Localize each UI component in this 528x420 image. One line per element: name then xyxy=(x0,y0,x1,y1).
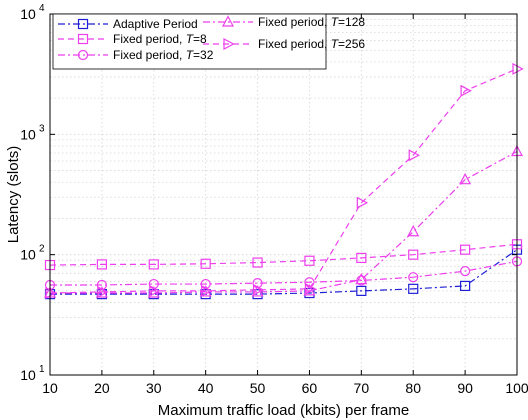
y-tick-label: 10 xyxy=(20,367,36,383)
data-point xyxy=(512,62,524,75)
data-point xyxy=(408,149,421,162)
data-point xyxy=(460,244,471,255)
series-fixed-period-t-256 xyxy=(45,62,524,300)
data-point xyxy=(304,255,315,266)
legend-label: Fixed period, T=128 xyxy=(258,15,365,29)
data-point xyxy=(97,285,109,298)
data-point xyxy=(408,283,419,294)
x-tick-label: 20 xyxy=(94,380,110,396)
series-line xyxy=(50,249,518,295)
legend-item: Fixed period, T=128 xyxy=(203,15,365,29)
data-point xyxy=(407,224,420,237)
legend-item: Fixed period, T=8 xyxy=(58,32,207,46)
data-point xyxy=(45,287,57,300)
y-tick-exponent: 1 xyxy=(39,364,45,375)
legend-label: Fixed period, T=256 xyxy=(258,37,365,51)
data-point xyxy=(408,249,419,260)
legend-item: Fixed period, T=256 xyxy=(203,37,365,51)
data-point xyxy=(252,257,263,268)
y-tick-exponent: 4 xyxy=(39,3,45,14)
series-line xyxy=(49,68,518,294)
y-tick-exponent: 3 xyxy=(39,123,45,134)
x-tick-label: 40 xyxy=(198,380,214,396)
legend-label: Adaptive Period xyxy=(113,17,198,31)
y-tick-label: 10 xyxy=(20,126,36,142)
series-fixed-period-t-128 xyxy=(44,144,523,298)
data-point xyxy=(356,275,367,286)
data-point xyxy=(355,272,368,285)
data-point xyxy=(200,258,211,269)
data-point xyxy=(460,280,471,292)
data-point xyxy=(222,15,234,27)
x-tick-label: 50 xyxy=(250,380,266,396)
x-tick-label: 90 xyxy=(457,380,473,396)
legend-label: Fixed period, T=8 xyxy=(113,32,207,46)
series-line xyxy=(50,150,518,294)
x-tick-label: 70 xyxy=(354,380,370,396)
series-line xyxy=(50,260,518,286)
series-group xyxy=(44,62,524,300)
x-tick-label: 30 xyxy=(146,380,162,396)
data-point xyxy=(223,38,235,50)
x-tick-label: 10 xyxy=(42,380,58,396)
data-point xyxy=(460,266,471,277)
legend-label: Fixed period, T=32 xyxy=(113,48,214,62)
data-point xyxy=(77,49,89,61)
series-fixed-period-t-8 xyxy=(44,239,523,271)
y-tick-exponent: 2 xyxy=(39,244,45,255)
data-point xyxy=(149,284,161,297)
data-point xyxy=(460,84,472,97)
y-axis-label: Latency (slots) xyxy=(5,146,22,244)
data-point xyxy=(408,272,419,283)
data-point xyxy=(459,172,472,185)
legend-box xyxy=(52,13,327,70)
data-point xyxy=(96,259,107,270)
data-point xyxy=(356,252,367,264)
data-point xyxy=(356,285,367,296)
data-point xyxy=(148,259,159,270)
data-point xyxy=(356,196,369,209)
data-point xyxy=(252,283,265,296)
data-point xyxy=(304,282,317,295)
legend-item: Fixed period, T=32 xyxy=(58,48,214,62)
data-point xyxy=(201,284,213,297)
series-line xyxy=(49,243,518,266)
x-tick-label: 60 xyxy=(302,380,318,396)
y-tick-label: 10 xyxy=(20,6,36,22)
data-point xyxy=(77,33,89,45)
x-axis-label: Maximum traffic load (kbits) per frame xyxy=(158,402,409,419)
data-point xyxy=(304,277,315,288)
y-tick-label: 10 xyxy=(20,247,36,263)
x-tick-label: 100 xyxy=(505,380,528,396)
legend-item: Adaptive Period xyxy=(58,17,198,31)
x-tick-label: 80 xyxy=(405,380,421,396)
data-point xyxy=(77,18,89,30)
